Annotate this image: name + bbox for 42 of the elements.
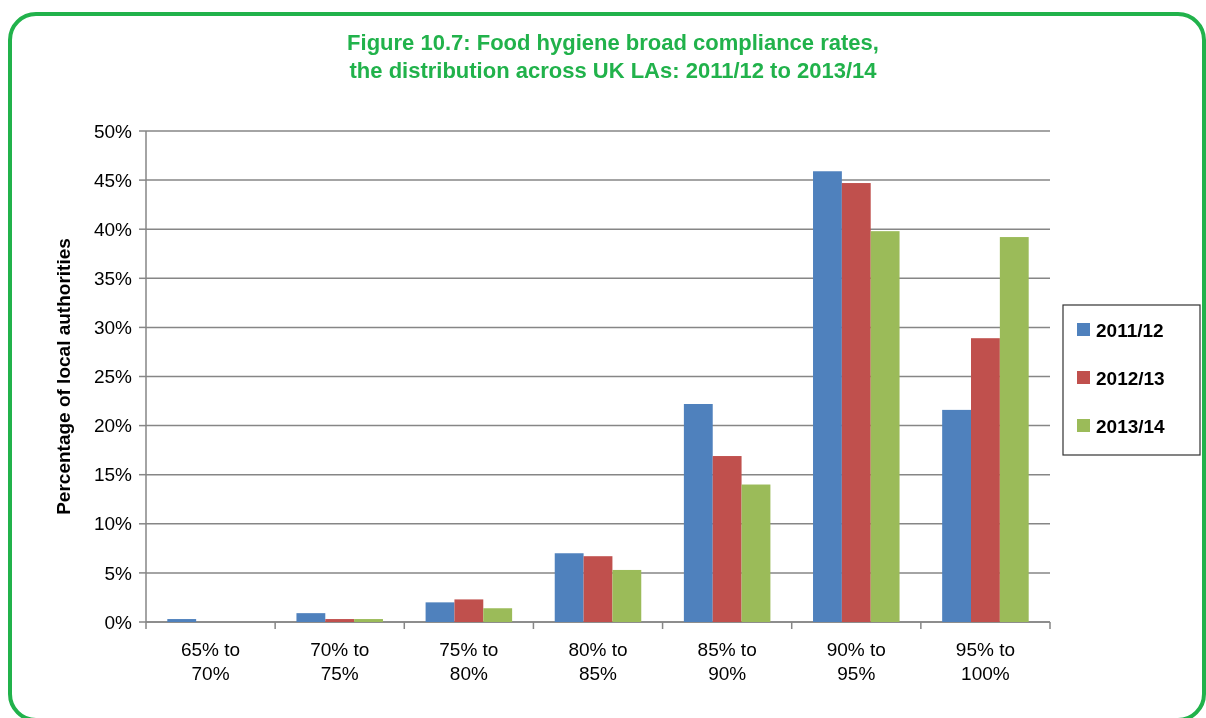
bar — [167, 619, 197, 622]
y-tick-label: 30% — [93, 317, 133, 339]
bar — [712, 456, 742, 622]
bar — [454, 599, 484, 622]
legend-label: 2012/13 — [1096, 367, 1165, 389]
x-tick-label: 70% to 75% — [310, 639, 370, 684]
y-tick-label: 50% — [93, 120, 133, 142]
bar — [612, 569, 642, 622]
x-tick-label: 75% to 80% — [439, 639, 499, 684]
y-axis-title: Percentage of local authorities — [53, 238, 74, 515]
bar — [325, 619, 355, 622]
y-tick-label: 35% — [93, 267, 133, 289]
bar — [483, 608, 513, 622]
x-tick-label: 85% to 90% — [697, 639, 757, 684]
bar — [942, 409, 972, 622]
chart-title: Figure 10.7: Food hygiene broad compliance rates, the distribution across UK LAs: 2011/12 to 2013/14 — [347, 30, 879, 83]
bar — [554, 553, 584, 622]
bar — [971, 338, 1000, 622]
x-tick-label: 65% to 70% — [180, 639, 241, 684]
bar — [425, 602, 455, 622]
y-tick-label: 40% — [93, 218, 133, 240]
x-tick-label: 95% to 100% — [955, 639, 1016, 684]
bar — [354, 619, 383, 622]
bar — [741, 484, 771, 622]
bar — [683, 404, 713, 622]
y-tick-label: 10% — [93, 513, 133, 535]
y-tick-label: 15% — [93, 464, 133, 486]
y-tick-label: 5% — [104, 562, 133, 584]
legend-label: 2011/12 — [1096, 319, 1164, 341]
legend-label: 2013/14 — [1096, 415, 1166, 437]
bar — [999, 237, 1029, 622]
x-tick-label: 80% to 85% — [568, 639, 628, 684]
bar — [841, 183, 871, 622]
y-tick-label: 0% — [104, 611, 133, 633]
bar — [583, 556, 613, 622]
y-tick-label: 20% — [93, 415, 133, 437]
bar — [870, 231, 900, 622]
x-tick-label: 90% to 95% — [826, 639, 886, 684]
y-tick-label: 25% — [93, 366, 133, 388]
y-tick-label: 45% — [93, 169, 133, 191]
bar — [296, 613, 326, 622]
bar — [813, 171, 842, 622]
